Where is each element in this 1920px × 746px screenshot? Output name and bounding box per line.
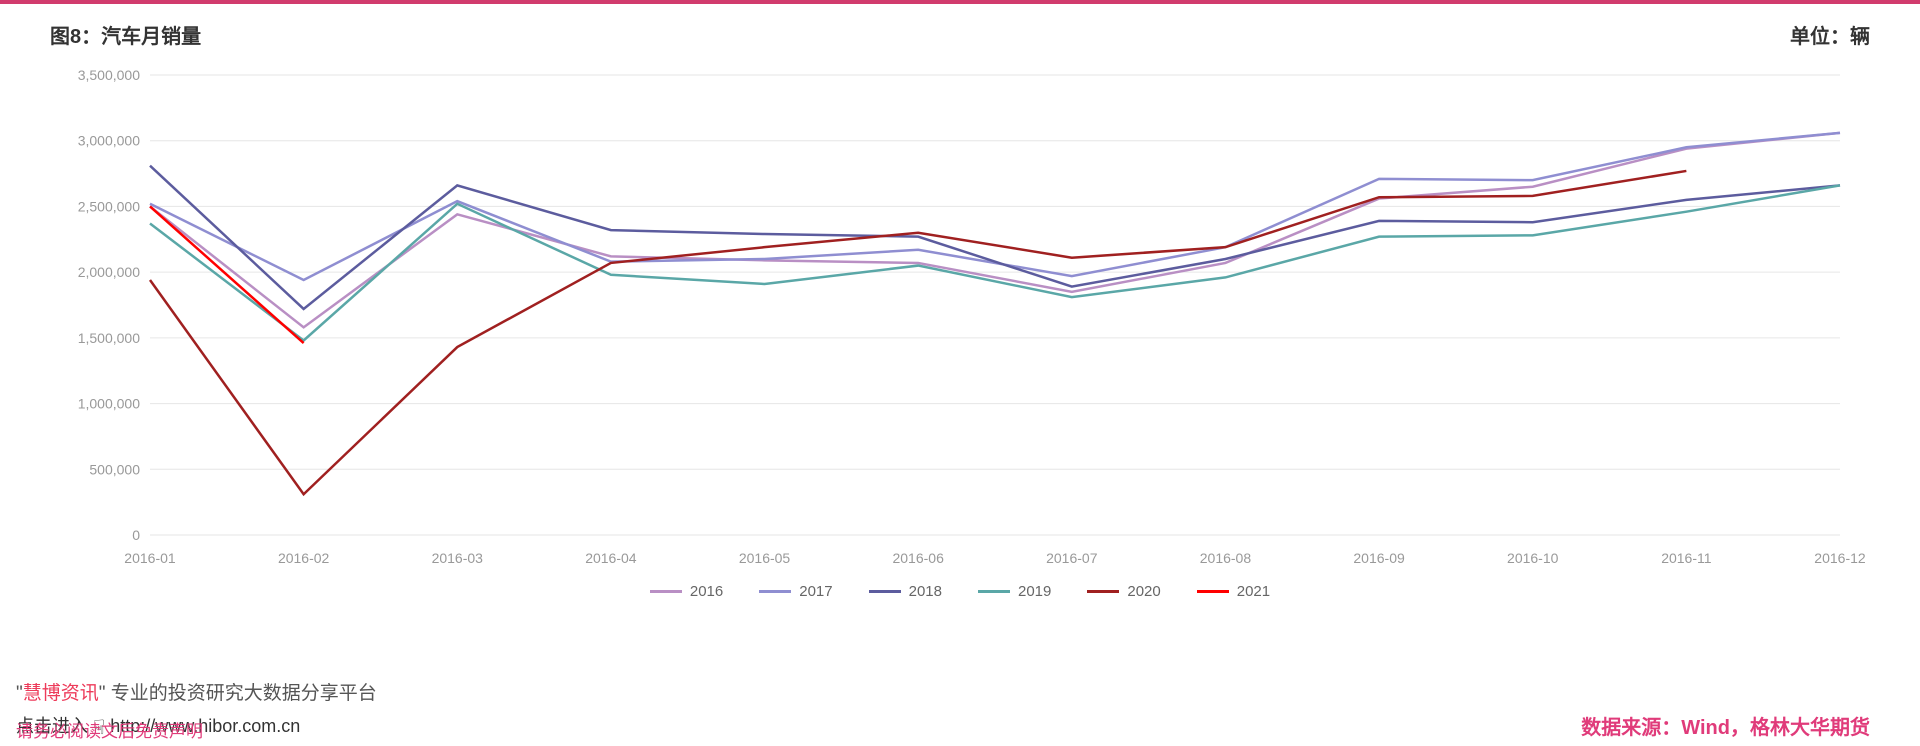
- svg-text:0: 0: [132, 527, 140, 543]
- svg-text:2,000,000: 2,000,000: [78, 264, 140, 280]
- svg-text:2016-10: 2016-10: [1507, 550, 1559, 566]
- legend-label: 2020: [1127, 583, 1160, 600]
- legend-item-2016: 2016: [650, 583, 723, 600]
- series-2020: [150, 171, 1686, 494]
- legend-item-2019: 2019: [978, 583, 1051, 600]
- series-2021: [150, 206, 304, 343]
- line-chart-svg: 0 500,000 1,000,000 1,500,000 2,000,000 2,500…: [50, 55, 1870, 575]
- legend-label: 2019: [1018, 583, 1051, 600]
- chart-legend: 2016 2017 2018 2019 2020 2021: [50, 575, 1870, 618]
- svg-text:500,000: 500,000: [89, 461, 140, 477]
- svg-text:2016-05: 2016-05: [739, 550, 791, 566]
- svg-text:2016-06: 2016-06: [892, 550, 944, 566]
- disclaimer: 请务必阅读文后免责声明: [16, 717, 203, 742]
- legend-swatch: [759, 590, 791, 593]
- legend-swatch: [869, 590, 901, 593]
- svg-text:2016-04: 2016-04: [585, 550, 637, 566]
- legend-swatch: [1197, 590, 1229, 593]
- svg-text:2016-09: 2016-09: [1353, 550, 1405, 566]
- svg-text:1,500,000: 1,500,000: [78, 330, 140, 346]
- legend-item-2021: 2021: [1197, 583, 1270, 600]
- footer-bottom-row: 点击进入 ☟ http://www.hibor.com.cn 数据来源：Wind…: [16, 711, 1870, 740]
- svg-text:2016-08: 2016-08: [1200, 550, 1252, 566]
- svg-text:1,000,000: 1,000,000: [78, 396, 140, 412]
- svg-text:2016-11: 2016-11: [1661, 550, 1712, 566]
- brand-name: 慧博资讯: [23, 683, 99, 704]
- svg-text:2016-03: 2016-03: [432, 550, 484, 566]
- svg-text:3,500,000: 3,500,000: [78, 67, 140, 83]
- legend-label: 2021: [1237, 583, 1270, 600]
- quote-open: ": [16, 683, 23, 704]
- chart-title: 图8：汽车月销量: [50, 20, 201, 49]
- legend-item-2018: 2018: [869, 583, 942, 600]
- legend-item-2020: 2020: [1087, 583, 1160, 600]
- data-source: 数据来源：Wind，格林大华期货: [1581, 711, 1870, 740]
- svg-text:2016-07: 2016-07: [1046, 550, 1098, 566]
- legend-swatch: [1087, 590, 1119, 593]
- footer: "慧博资讯" 专业的投资研究大数据分享平台 点击进入 ☟ http://www.…: [0, 678, 1920, 746]
- svg-text:2016-01: 2016-01: [124, 550, 176, 566]
- chart-unit: 单位：辆: [1790, 20, 1870, 49]
- svg-text:3,000,000: 3,000,000: [78, 133, 140, 149]
- legend-swatch: [978, 590, 1010, 593]
- legend-label: 2017: [799, 583, 832, 600]
- chart-area: 0 500,000 1,000,000 1,500,000 2,000,000 2,500…: [50, 55, 1870, 575]
- svg-text:2016-02: 2016-02: [278, 550, 330, 566]
- chart-container: 图8：汽车月销量 单位：辆 0 500,000 1,000,000 1,500,000…: [0, 4, 1920, 618]
- brand-tagline: 专业的投资研究大数据分享平台: [106, 683, 377, 704]
- legend-item-2017: 2017: [759, 583, 832, 600]
- legend-label: 2018: [909, 583, 942, 600]
- svg-text:2,500,000: 2,500,000: [78, 198, 140, 214]
- svg-text:2016-12: 2016-12: [1814, 550, 1866, 566]
- chart-header: 图8：汽车月销量 单位：辆: [50, 14, 1870, 55]
- quote-close: ": [99, 683, 106, 704]
- footer-brand-line: "慧博资讯" 专业的投资研究大数据分享平台: [16, 678, 1870, 705]
- legend-swatch: [650, 590, 682, 593]
- legend-label: 2016: [690, 583, 723, 600]
